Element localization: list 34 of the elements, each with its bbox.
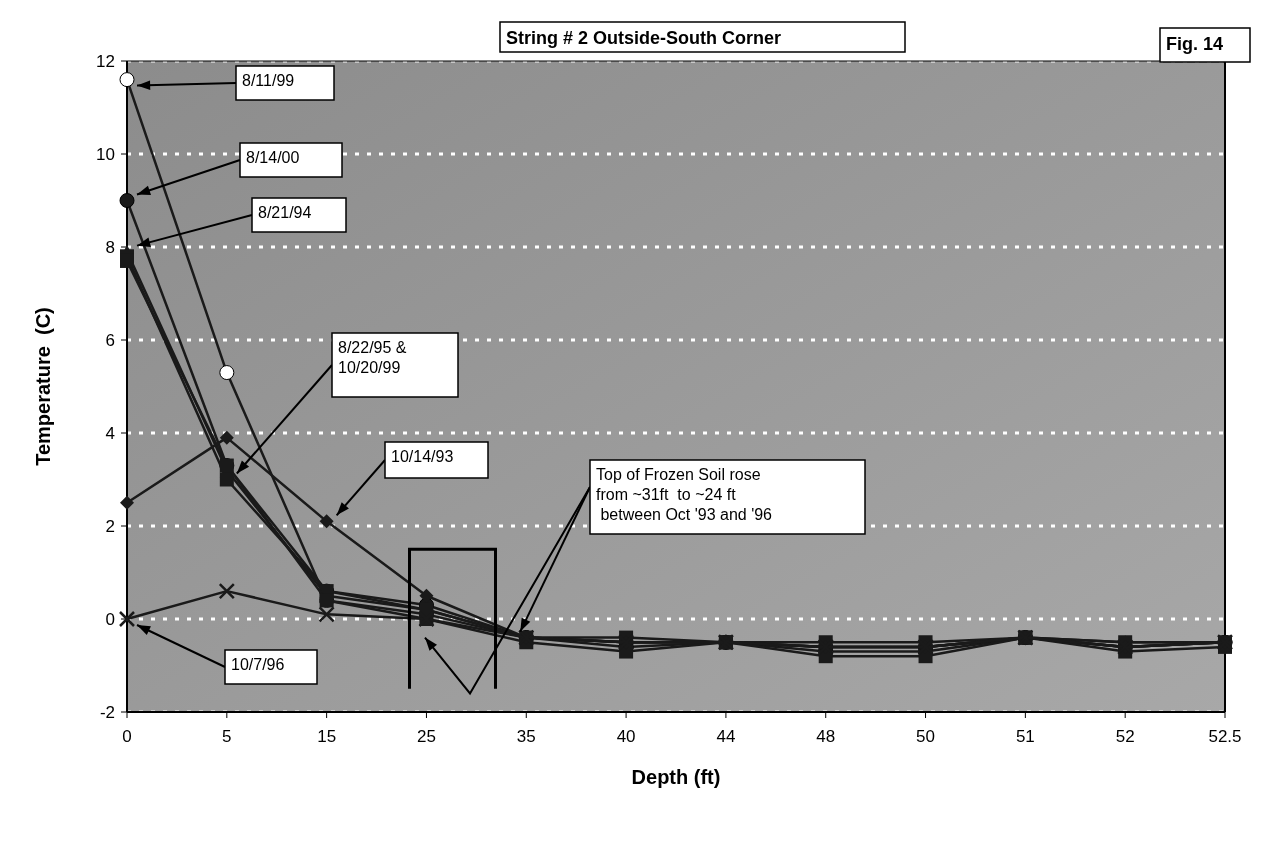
x-tick-label: 35: [516, 727, 536, 746]
label-box: 8/11/99: [235, 65, 335, 101]
y-tick-label: -2: [99, 702, 115, 722]
y-tick-label: 8: [105, 237, 115, 257]
x-tick-label: 50: [916, 727, 936, 746]
x-tick-label: 52.5: [1208, 727, 1242, 746]
y-tick-label: 10: [96, 144, 115, 164]
x-tick-label: 0: [122, 727, 132, 746]
y-tick-label: 2: [105, 516, 115, 536]
label-box: 10/7/96: [224, 649, 318, 685]
y-tick-label: 12: [96, 51, 115, 71]
label-box: Top of Frozen Soil rose from ~31ft to ~24 ft between Oct '93 and '96: [589, 459, 866, 535]
x-tick-label: 44: [716, 727, 736, 746]
label-box: 10/14/93: [384, 441, 489, 479]
x-tick-label: 51: [1015, 727, 1035, 746]
y-tick-label: 6: [105, 330, 115, 350]
x-tick-label: 15: [317, 727, 337, 746]
x-tick-label: 48: [816, 727, 836, 746]
label-box: 8/14/00: [239, 142, 343, 178]
y-tick-label: 4: [105, 423, 115, 443]
y-axis-title: Temperature (C): [32, 307, 54, 466]
caption: Fig. 14: [1166, 34, 1224, 54]
label-box: Fig. 14: [1159, 27, 1251, 63]
x-tick-label: 25: [416, 727, 436, 746]
annotation: Top of Frozen Soil rose from ~31ft to ~24 ft between Oct '93 and '96: [596, 466, 773, 523]
label-box: 8/21/94: [251, 197, 347, 233]
label-box: 8/22/95 & 10/20/99: [331, 332, 459, 398]
x-tick-label: 40: [616, 727, 636, 746]
chart-title: String # 2 Outside-South Corner: [506, 28, 782, 48]
y-tick-label: 0: [105, 609, 115, 629]
x-tick-label: 52: [1115, 727, 1135, 746]
label-box: String # 2 Outside-South Corner: [499, 21, 906, 53]
x-tick-label: 5: [222, 727, 232, 746]
x-axis-title: Depth (ft): [631, 766, 721, 788]
